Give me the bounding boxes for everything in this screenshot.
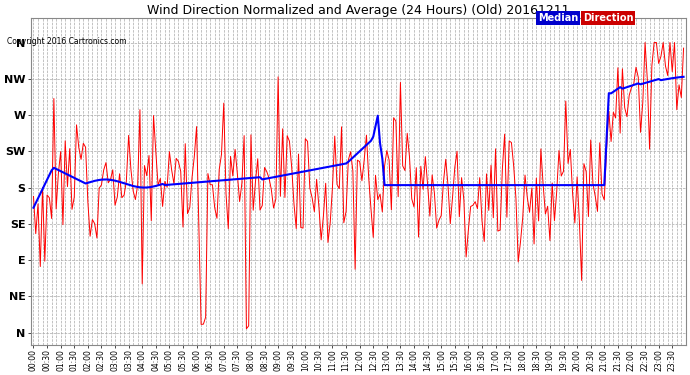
Title: Wind Direction Normalized and Average (24 Hours) (Old) 20161211: Wind Direction Normalized and Average (2… xyxy=(147,4,570,17)
Text: Copyright 2016 Cartronics.com: Copyright 2016 Cartronics.com xyxy=(7,38,126,46)
Text: Median: Median xyxy=(538,13,578,23)
Text: Direction: Direction xyxy=(583,13,633,23)
